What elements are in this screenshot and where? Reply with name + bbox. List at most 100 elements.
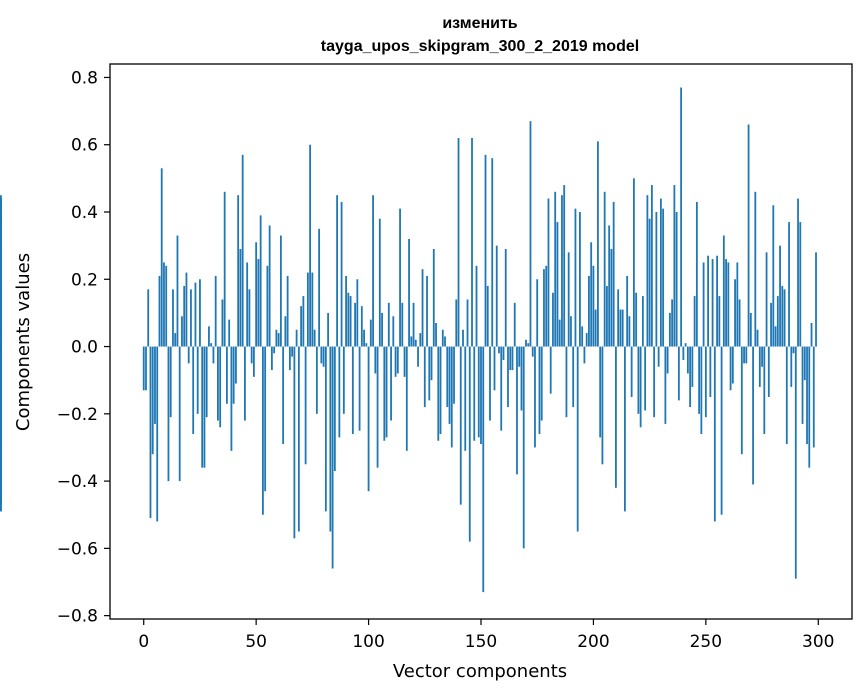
bar-291: [797, 198, 799, 347]
y-tick-label: −0.6: [57, 539, 98, 559]
bar-125: [423, 346, 426, 408]
bar-268: [745, 346, 748, 364]
bar-264: [736, 262, 739, 347]
bar-66: [291, 346, 294, 357]
bar-131: [437, 346, 440, 441]
bar-176: [538, 346, 541, 434]
bar-25: [199, 279, 201, 347]
bar-36: [223, 191, 226, 347]
bar-181: [549, 346, 552, 394]
bar-39: [230, 346, 233, 451]
bar-298: [812, 346, 815, 448]
bar-53: [262, 346, 264, 515]
bar-58: [273, 346, 276, 354]
bar-148: [475, 265, 478, 347]
bar-210: [615, 346, 617, 488]
bar-172: [529, 121, 532, 347]
bar-116: [403, 346, 406, 377]
bar-8: [160, 168, 163, 347]
bar-89: [342, 346, 345, 414]
bar-99: [365, 343, 368, 347]
bar-136: [448, 346, 451, 424]
bar-85: [333, 346, 336, 471]
y-tick-label: 0.4: [71, 203, 98, 223]
bar-163: [509, 346, 512, 371]
bar-118: [408, 238, 410, 347]
bar-44: [241, 154, 244, 347]
bar-13: [172, 289, 174, 347]
bar-27: [203, 346, 206, 468]
bar-107: [383, 346, 386, 441]
bar-77: [315, 346, 318, 414]
bar-292: [799, 222, 802, 347]
bar-203: [599, 346, 602, 438]
bar-87: [338, 346, 341, 438]
bar-164: [511, 346, 514, 371]
bar-0: [142, 346, 145, 391]
bar-140: [457, 138, 460, 347]
x-tick-label: 250: [690, 632, 722, 652]
bar-undefined: [0, 198, 2, 347]
bar-209: [612, 201, 615, 347]
bar-50: [255, 242, 258, 347]
y-tick-label: −0.4: [57, 472, 98, 492]
bar-147: [473, 346, 476, 441]
bar-206: [606, 286, 608, 347]
bar-214: [624, 346, 626, 512]
bar-9: [163, 262, 165, 347]
bar-247: [698, 346, 700, 414]
x-axis-label: Vector components: [393, 661, 567, 682]
bar-101: [369, 319, 372, 347]
bar-285: [783, 289, 786, 347]
bar-178: [543, 269, 545, 347]
bar-248: [700, 346, 703, 434]
x-tick-label: 200: [577, 632, 609, 652]
x-tick-label: 50: [245, 632, 267, 652]
bar-225: [648, 218, 651, 347]
bar-215: [626, 275, 629, 347]
bar-231: [662, 208, 665, 347]
bar-75: [311, 272, 314, 347]
bar-22: [192, 346, 195, 434]
bar-281: [774, 326, 777, 347]
bar-280: [772, 205, 775, 347]
bar-190: [570, 316, 572, 347]
bar-133: [441, 329, 444, 347]
bar-156: [493, 346, 496, 391]
bar-64: [286, 275, 289, 347]
bars-group: [0, 87, 817, 593]
bar-213: [621, 309, 624, 347]
bar-103: [374, 346, 377, 374]
bar-154: [489, 346, 491, 421]
bar-263: [734, 279, 736, 347]
bar-128: [430, 346, 433, 381]
bar-241: [684, 343, 687, 347]
bar-194: [579, 212, 581, 347]
bar-269: [747, 124, 750, 347]
bar-72: [304, 346, 307, 465]
bar-98: [363, 329, 365, 347]
bar-244: [691, 346, 694, 387]
bar-198: [588, 275, 590, 347]
bar-135: [446, 346, 449, 408]
bar-88: [340, 201, 343, 347]
bar-161: [504, 249, 507, 347]
bar-187: [563, 185, 566, 347]
bar-11: [167, 346, 170, 482]
bar-201: [594, 309, 597, 347]
bar-119: [410, 336, 413, 347]
bar-71: [302, 296, 305, 347]
bar-81: [324, 346, 327, 512]
bar-202: [597, 141, 599, 347]
bar-113: [396, 346, 399, 374]
bar-82: [327, 312, 329, 347]
bar-246: [695, 201, 698, 347]
bar-217: [630, 346, 633, 397]
bar-224: [646, 195, 649, 347]
bar-97: [360, 306, 363, 347]
bar-124: [421, 269, 424, 347]
bar-111: [392, 316, 395, 347]
bar-276: [763, 346, 766, 434]
bar-150: [480, 346, 482, 445]
bar-126: [426, 275, 428, 347]
